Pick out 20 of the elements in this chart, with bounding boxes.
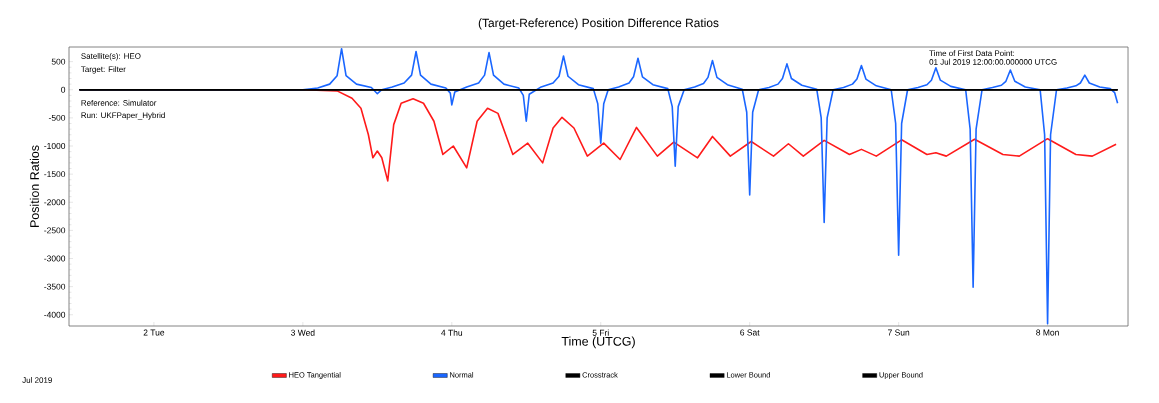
- y-tick-label: -500: [48, 114, 66, 121]
- x-tick-label: 7 Sun: [888, 329, 910, 336]
- y-tick-label: 500: [51, 58, 66, 65]
- x-tick-label: 3 Wed: [291, 329, 315, 336]
- x-tick-label: 2 Tue: [143, 329, 165, 336]
- y-tick-label: -1000: [44, 143, 66, 149]
- x-axis-title: Time (UTCG): [561, 336, 635, 349]
- y-tick-label: -3500: [44, 283, 66, 290]
- x-tick-label: 4 Thu: [441, 329, 463, 336]
- y-tick-label: 0: [61, 86, 66, 93]
- y-tick-label: -1500: [44, 171, 66, 178]
- x-tick-label: 6 Sat: [740, 329, 760, 336]
- x-tick-label: 8 Mon: [1036, 329, 1059, 336]
- y-tick-label: -2500: [44, 227, 66, 234]
- chart-title: (Target-Reference) Position Difference Ratios: [478, 18, 719, 30]
- x-tick-label: 5 Fri: [592, 329, 609, 336]
- y-tick-label: -3000: [44, 255, 66, 262]
- y-tick-label: -2000: [44, 199, 66, 206]
- y-tick-label: -4000: [44, 311, 66, 318]
- y-axis-title: Position Ratios: [29, 145, 39, 228]
